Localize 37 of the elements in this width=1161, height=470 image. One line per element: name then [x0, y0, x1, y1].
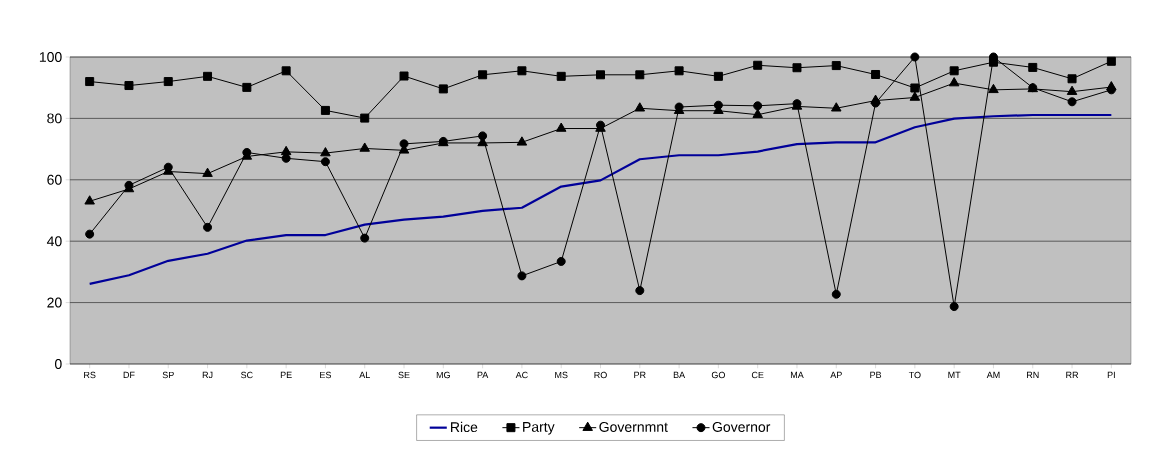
x-tick-label: PE — [280, 371, 292, 378]
x-tick-label: GO — [711, 371, 725, 379]
x-tick-label: SC — [241, 371, 253, 379]
x-tick-label: PR — [634, 371, 646, 378]
x-tick-label: AP — [830, 371, 842, 378]
x-tick-label: AL — [359, 371, 370, 378]
x-tick-label: PA — [477, 371, 489, 378]
x-tick-label: RN — [1026, 371, 1039, 378]
x-tick-label: RR — [1066, 371, 1079, 378]
x-tick-label: DF — [123, 371, 135, 378]
x-tick-label: BA — [673, 371, 686, 378]
x-tick-label: MS — [555, 371, 568, 379]
x-tick-label: TO — [908, 371, 921, 379]
legend-label: Party — [523, 422, 555, 435]
x-tick-label: MG — [436, 371, 450, 379]
legend-label: Governor — [712, 422, 771, 432]
x-tick-label: PB — [870, 371, 882, 378]
x-tick-label: SE — [398, 371, 410, 379]
x-tick-label: SP — [162, 371, 174, 379]
x-tick-label: AM — [986, 371, 1000, 378]
y-tick-label: 60 — [47, 174, 62, 185]
x-tick-label: CE — [751, 371, 764, 379]
legend-label: Rice — [451, 421, 478, 433]
x-tick-label: RS — [84, 371, 96, 379]
x-tick-label: MT — [948, 371, 961, 378]
x-tick-label: ES — [320, 371, 332, 379]
y-tick-label: 20 — [47, 297, 62, 308]
x-tick-label: RJ — [202, 371, 213, 379]
x-tick-label: AC — [515, 371, 528, 379]
y-tick-label: 0 — [54, 359, 62, 369]
x-tick-label: MA — [790, 371, 804, 378]
x-tick-label: RO — [594, 371, 607, 379]
legend-label: Governmnt — [599, 422, 668, 432]
y-tick-label: 100 — [39, 52, 62, 62]
y-tick-label: 40 — [46, 236, 62, 247]
y-tick-label: 80 — [47, 113, 62, 124]
x-tick-label: PI — [1107, 371, 1115, 378]
